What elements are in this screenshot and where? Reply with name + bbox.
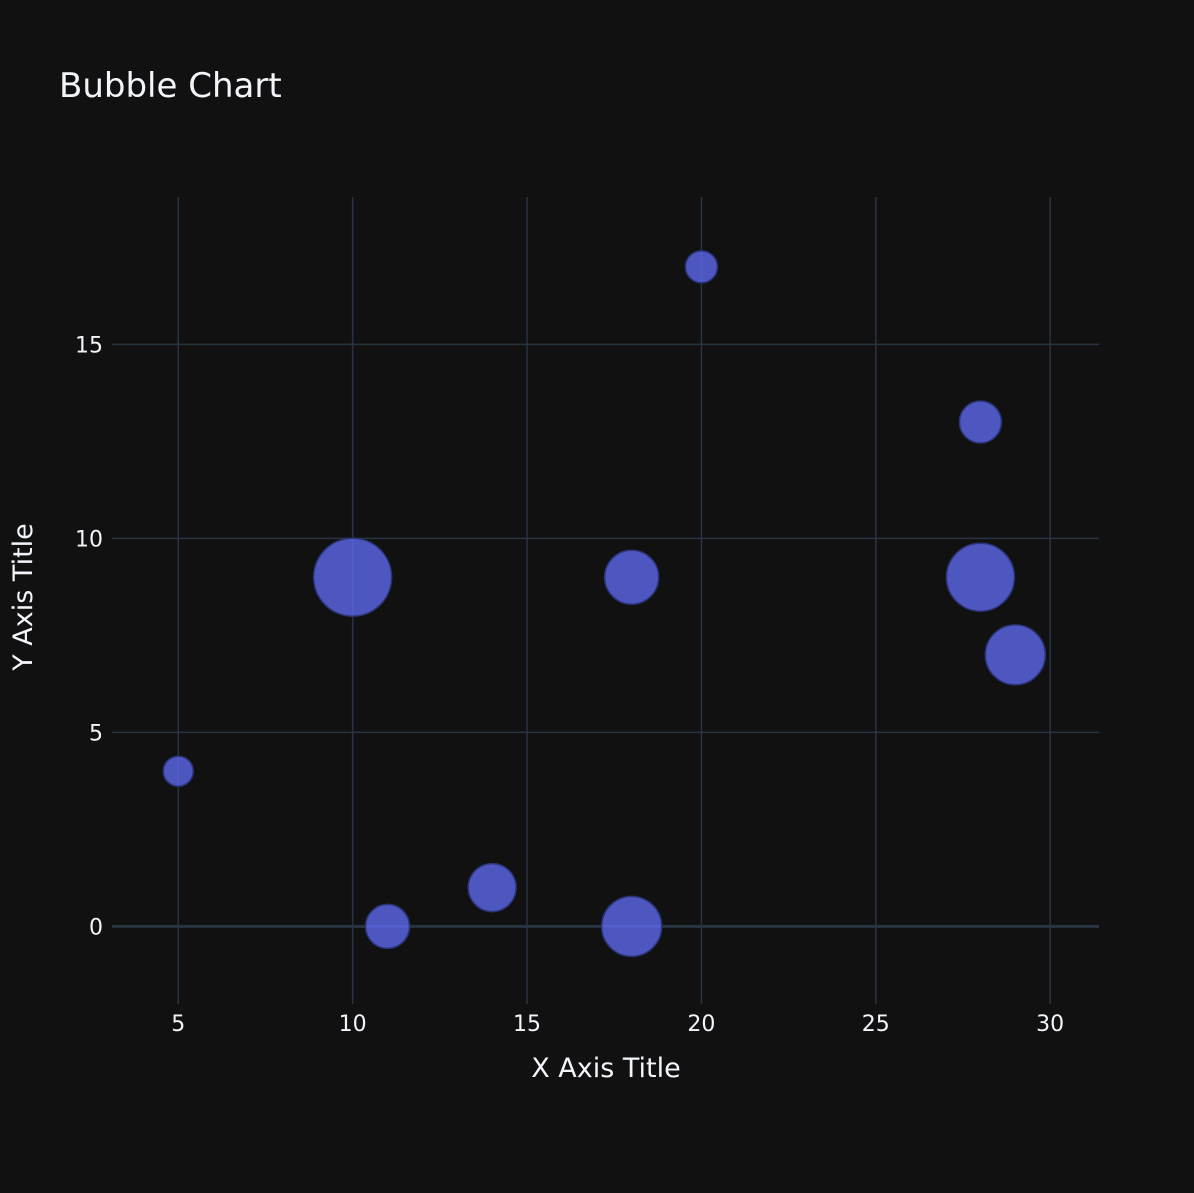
y-tick-label: 5	[89, 721, 103, 746]
y-tick-label: 15	[75, 333, 103, 358]
bubble-point	[945, 542, 1016, 612]
y-tick-label: 10	[75, 527, 103, 552]
bubble-point	[958, 400, 1003, 444]
bubble-point	[984, 624, 1047, 686]
y-tick-labels: 0 5 10 15	[75, 333, 103, 940]
x-tick-label: 15	[513, 1012, 541, 1037]
x-tick-label: 20	[687, 1012, 715, 1037]
x-tick-label: 5	[171, 1012, 185, 1037]
bubble-point	[364, 903, 411, 950]
y-axis-title: Y Axis Title	[8, 523, 39, 672]
bubble-point	[603, 549, 660, 605]
bubble-point	[162, 755, 195, 787]
x-axis-title: X Axis Title	[531, 1053, 681, 1084]
x-tick-label: 10	[339, 1012, 367, 1037]
y-tick-label: 0	[89, 915, 103, 940]
chart-title: Bubble Chart	[59, 66, 282, 106]
x-tick-label: 25	[862, 1012, 890, 1037]
bubbles	[162, 250, 1047, 958]
x-tick-labels: 5 10 15 20 25 30	[171, 1012, 1064, 1037]
bubble-point	[467, 862, 517, 913]
bubble-point	[312, 537, 393, 617]
bubble-point	[684, 250, 719, 284]
x-tick-label: 30	[1036, 1012, 1064, 1037]
bubble-point	[600, 895, 663, 958]
